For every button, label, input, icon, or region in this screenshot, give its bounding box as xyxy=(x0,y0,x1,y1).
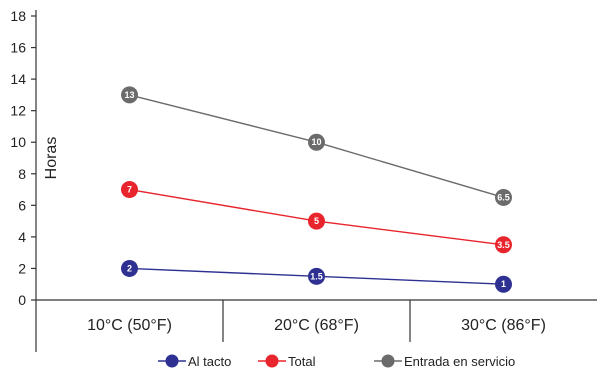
x-tick-label: 10°C (50°F) xyxy=(87,317,172,334)
y-tick-label: 6 xyxy=(18,197,26,213)
legend-marker xyxy=(381,354,395,368)
y-tick-label: 2 xyxy=(18,260,26,276)
data-label: 2 xyxy=(127,263,132,273)
data-point xyxy=(308,212,325,230)
legend-label: Al tacto xyxy=(188,354,231,369)
data-point xyxy=(308,267,325,285)
data-point xyxy=(121,259,138,277)
x-tick-label: 30°C (86°F) xyxy=(461,317,546,334)
data-label: 7 xyxy=(127,185,132,195)
legend: Al tacto Total Entrada en servicio xyxy=(158,354,515,369)
data-point xyxy=(308,133,325,151)
y-tick-label: 10 xyxy=(10,134,26,150)
data-point xyxy=(495,236,512,254)
data-label: 5 xyxy=(314,216,319,226)
legend-label: Total xyxy=(288,354,316,369)
y-tick-label: 14 xyxy=(10,71,26,87)
data-label: 10 xyxy=(311,137,321,147)
data-point xyxy=(495,275,512,293)
data-label: 13 xyxy=(124,90,134,100)
y-tick-label: 18 xyxy=(10,8,26,24)
y-tick-label: 12 xyxy=(10,103,26,119)
data-label: 6.5 xyxy=(497,192,510,202)
legend-marker xyxy=(165,354,179,368)
y-tick-label: 8 xyxy=(18,166,26,182)
series-lines xyxy=(129,94,504,285)
data-label: 1.5 xyxy=(310,271,323,281)
series-points: 2 1.5 1 7 5 3.5 13 10 6.5 xyxy=(121,86,512,293)
data-point xyxy=(121,86,138,104)
legend-marker xyxy=(265,354,279,368)
data-label: 3.5 xyxy=(497,240,510,250)
x-tick-label: 20°C (68°F) xyxy=(274,317,359,334)
data-label: 1 xyxy=(501,279,506,289)
y-tick-label: 0 xyxy=(18,292,26,308)
y-tick-label: 16 xyxy=(10,40,26,56)
y-axis-label: Horas xyxy=(43,137,60,180)
data-point xyxy=(121,181,138,199)
data-point xyxy=(495,188,512,206)
legend-label: Entrada en servicio xyxy=(404,354,515,369)
y-tick-label: 4 xyxy=(18,229,26,245)
